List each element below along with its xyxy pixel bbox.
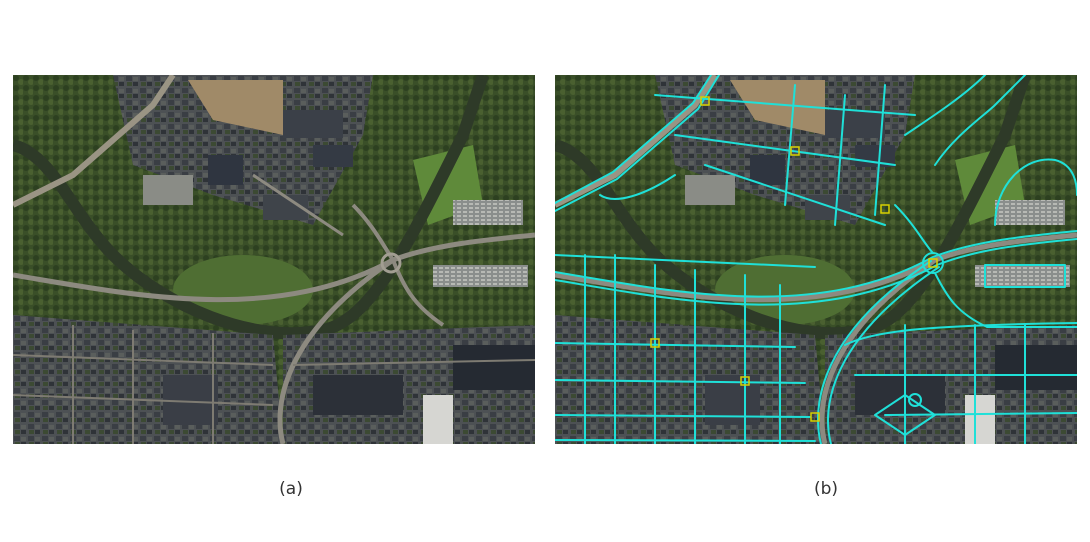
road-overlay	[555, 75, 1077, 444]
aerial-image-b	[555, 75, 1077, 444]
caption-a: (a)	[279, 479, 303, 499]
caption-b: (b)	[813, 479, 839, 499]
junction-markers	[650, 96, 938, 422]
aerial-photo-a	[13, 75, 535, 444]
aerial-image-a	[13, 75, 535, 444]
aerial-photo-b	[555, 75, 1077, 444]
